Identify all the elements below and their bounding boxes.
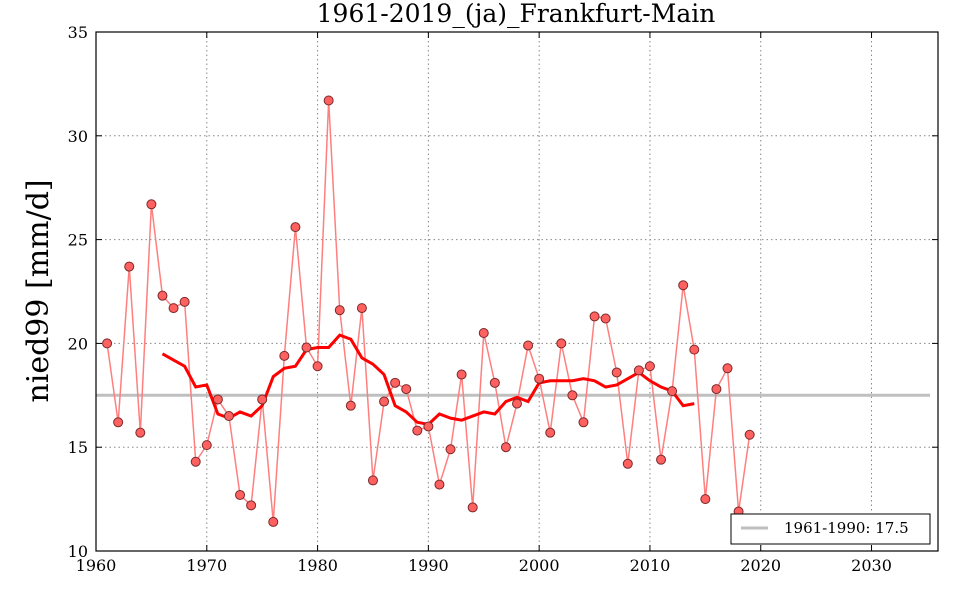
data-point — [135, 427, 146, 438]
data-point — [611, 367, 622, 378]
x-tick-label: 2000 — [519, 556, 560, 575]
data-point — [689, 344, 700, 355]
legend: 1961-1990: 17.5 — [730, 513, 931, 545]
x-tick-label: 2010 — [630, 556, 671, 575]
y-tick-label: 15 — [68, 438, 88, 457]
data-point — [656, 454, 667, 465]
data-point — [722, 363, 733, 374]
data-point — [379, 396, 390, 407]
data-point — [168, 303, 179, 314]
data-point — [578, 417, 589, 428]
x-tick-label: 1990 — [408, 556, 449, 575]
grid — [95, 31, 938, 552]
data-point — [235, 489, 246, 500]
data-point — [556, 338, 567, 349]
data-point — [201, 440, 212, 451]
x-tick-label: 1960 — [76, 556, 117, 575]
data-point — [412, 425, 423, 436]
y-tick-label: 10 — [68, 542, 88, 561]
data-point — [179, 296, 190, 307]
data-point — [113, 417, 124, 428]
y-tick-label: 35 — [68, 23, 88, 42]
data-point — [223, 411, 234, 422]
data-point — [312, 361, 323, 372]
data-point — [157, 290, 168, 301]
data-point — [434, 479, 445, 490]
data-point — [323, 95, 334, 106]
ticks: 1960 1970 1980 1990 2000 2010 2020 2030 10 15 20 25… — [68, 23, 938, 575]
data-point — [622, 458, 633, 469]
series-group — [102, 95, 755, 527]
data-point — [600, 313, 611, 324]
data-point — [456, 369, 467, 380]
data-point — [567, 390, 578, 401]
x-tick-label: 2020 — [740, 556, 781, 575]
data-point — [589, 311, 600, 322]
data-point — [356, 303, 367, 314]
data-point — [401, 384, 412, 395]
x-tick-label: 2030 — [851, 556, 892, 575]
data-point — [279, 350, 290, 361]
data-point — [744, 429, 755, 440]
data-point — [489, 377, 500, 388]
data-point — [545, 427, 556, 438]
data-point — [257, 394, 268, 405]
data-point — [512, 398, 522, 409]
data-point — [146, 199, 157, 210]
data-point — [301, 342, 312, 353]
data-point — [290, 222, 301, 233]
data-point — [212, 394, 223, 405]
data-point — [711, 384, 722, 395]
data-point — [124, 261, 135, 272]
data-point — [667, 386, 678, 397]
data-point — [246, 500, 257, 511]
data-point — [102, 338, 113, 349]
data-point — [190, 456, 201, 467]
data-point — [678, 280, 689, 291]
y-axis-label: nied99 [mm/d] — [21, 179, 56, 402]
y-tick-label: 30 — [68, 127, 88, 146]
data-point — [334, 305, 345, 316]
data-point — [390, 377, 401, 388]
data-point — [478, 328, 489, 339]
data-point — [467, 502, 478, 513]
data-point — [644, 361, 655, 372]
data-point — [534, 373, 545, 384]
data-point — [500, 442, 511, 453]
chart-title: 1961-2019_(ja)_Frankfurt-Main — [317, 0, 716, 28]
legend-label: 1961-1990: 17.5 — [784, 519, 909, 537]
x-tick-label: 1980 — [297, 556, 338, 575]
data-point — [523, 340, 534, 351]
data-point — [445, 444, 456, 455]
y-tick-label: 20 — [68, 334, 88, 353]
data-point — [423, 421, 434, 432]
data-point — [633, 365, 644, 376]
data-point — [345, 400, 356, 411]
y-tick-label: 25 — [68, 231, 88, 250]
plot-frame — [95, 31, 939, 552]
x-tick-label: 1970 — [186, 556, 227, 575]
data-point — [268, 516, 279, 527]
data-point — [367, 475, 378, 486]
data-point — [700, 494, 711, 505]
